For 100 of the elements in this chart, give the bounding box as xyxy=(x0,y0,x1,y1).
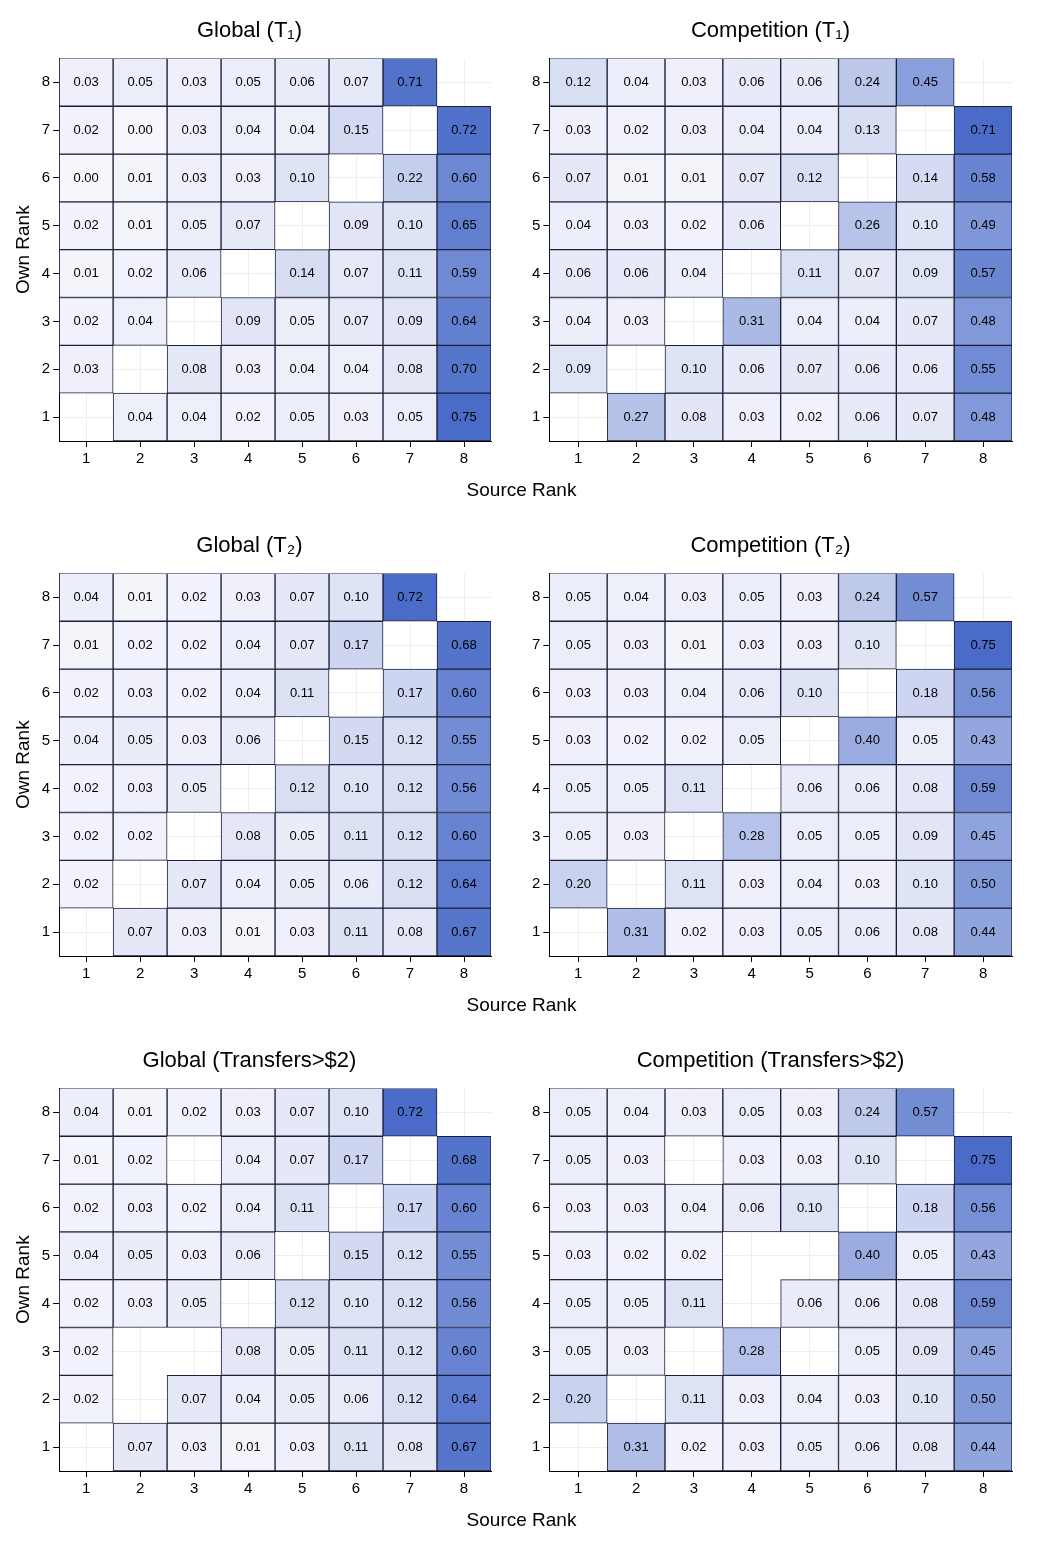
y-tick-label: 7 xyxy=(532,635,541,653)
data-label: 0.03 xyxy=(235,169,261,185)
data-label: 0.04 xyxy=(565,313,591,329)
data-label: 0.10 xyxy=(912,1390,938,1406)
x-tick-label: 7 xyxy=(921,1479,930,1497)
data-label: 0.17 xyxy=(397,684,423,700)
data-label: 0.10 xyxy=(681,360,707,376)
data-label: 0.02 xyxy=(127,828,153,844)
x-tick-label: 1 xyxy=(574,1479,583,1497)
chart-title: Global (T₁) xyxy=(196,17,303,43)
data-label: 0.28 xyxy=(739,828,765,844)
data-label: 0.45 xyxy=(970,828,996,844)
data-label: 0.10 xyxy=(854,636,881,652)
data-label: 0.22 xyxy=(397,169,423,185)
data-label: 0.12 xyxy=(397,828,423,844)
data-label: 0.10 xyxy=(289,169,315,185)
y-axis-title: Own Rank xyxy=(11,719,33,810)
data-label: 0.57 xyxy=(970,265,996,281)
data-label: 0.68 xyxy=(451,1151,477,1167)
data-label: 0.02 xyxy=(73,875,99,891)
x-tick-label: 7 xyxy=(921,964,930,982)
y-tick-label: 3 xyxy=(532,311,541,329)
x-tick-label: 3 xyxy=(189,964,199,982)
x-tick-label: 2 xyxy=(631,449,641,467)
x-tick-label: 2 xyxy=(631,964,641,982)
data-label: 0.06 xyxy=(854,780,881,796)
y-tick-label: 1 xyxy=(532,1437,541,1455)
data-label: 0.03 xyxy=(623,313,649,329)
data-label: 0.59 xyxy=(451,265,477,281)
data-label: 0.03 xyxy=(854,1390,881,1406)
chart-title: Global (T₂) xyxy=(196,532,303,558)
data-label: 0.48 xyxy=(970,408,996,424)
data-label: 0.03 xyxy=(565,1247,591,1263)
data-label: 0.04 xyxy=(796,121,823,137)
data-label: 0.02 xyxy=(181,588,207,604)
x-tick-label: 2 xyxy=(631,1479,641,1497)
data-label: 0.40 xyxy=(854,1247,881,1263)
data-label: 0.04 xyxy=(623,1103,649,1119)
data-label: 0.10 xyxy=(912,875,938,891)
data-label: 0.09 xyxy=(343,217,369,233)
data-label: 0.05 xyxy=(289,313,315,329)
y-tick-label: 4 xyxy=(41,1293,51,1311)
x-tick-label: 7 xyxy=(405,964,415,982)
data-label: 0.03 xyxy=(181,923,207,939)
data-label: 0.03 xyxy=(343,408,369,424)
y-tick-label: 6 xyxy=(532,683,541,701)
data-label: 0.07 xyxy=(235,217,261,233)
data-label: 0.15 xyxy=(343,121,369,137)
x-tick-label: 5 xyxy=(297,964,307,982)
data-label: 0.05 xyxy=(623,780,649,796)
data-label: 0.02 xyxy=(73,1199,99,1215)
data-label: 0.09 xyxy=(397,313,423,329)
data-label: 0.07 xyxy=(912,408,938,424)
data-label: 0.55 xyxy=(970,360,996,376)
data-label: 0.07 xyxy=(343,313,369,329)
data-label: 0.43 xyxy=(970,732,996,748)
y-tick-label: 2 xyxy=(41,1389,51,1407)
data-label: 0.04 xyxy=(623,588,649,604)
data-label: 0.40 xyxy=(854,732,881,748)
data-label: 0.55 xyxy=(451,732,477,748)
data-label: 0.06 xyxy=(289,73,315,89)
data-label: 0.11 xyxy=(289,1199,315,1215)
data-label: 0.04 xyxy=(181,408,207,424)
data-label: 0.01 xyxy=(127,1103,153,1119)
data-label: 0.05 xyxy=(565,828,591,844)
data-label: 0.67 xyxy=(451,923,477,939)
data-label: 0.59 xyxy=(970,1295,996,1311)
data-label: 0.03 xyxy=(796,1151,823,1167)
y-tick-label: 1 xyxy=(41,922,51,940)
data-label: 0.05 xyxy=(565,1151,591,1167)
data-label: 0.07 xyxy=(181,875,207,891)
y-tick-label: 5 xyxy=(532,215,541,233)
x-tick-label: 5 xyxy=(805,964,814,982)
data-label: 0.03 xyxy=(289,1438,315,1454)
data-label: 0.02 xyxy=(235,408,261,424)
y-tick-label: 7 xyxy=(41,120,51,138)
data-label: 0.04 xyxy=(796,1390,823,1406)
data-label: 0.31 xyxy=(623,1438,649,1454)
chart-title: Global (Transfers>$2) xyxy=(142,1047,357,1073)
data-label: 0.04 xyxy=(235,684,261,700)
data-label: 0.11 xyxy=(343,1343,369,1359)
data-label: 0.06 xyxy=(235,1247,261,1263)
data-label: 0.06 xyxy=(739,360,765,376)
y-tick-label: 2 xyxy=(41,359,51,377)
y-tick-label: 2 xyxy=(532,359,541,377)
y-tick-label: 6 xyxy=(41,683,51,701)
data-label: 0.05 xyxy=(739,588,765,604)
data-label: 0.03 xyxy=(127,684,153,700)
data-label: 0.08 xyxy=(912,1295,938,1311)
data-label: 0.08 xyxy=(912,1438,938,1454)
x-tick-label: 6 xyxy=(863,449,872,467)
data-label: 0.26 xyxy=(854,217,881,233)
data-label: 0.01 xyxy=(127,217,153,233)
data-label: 0.03 xyxy=(739,1390,765,1406)
data-label: 0.04 xyxy=(235,636,261,652)
x-tick-label: 7 xyxy=(921,449,930,467)
data-label: 0.09 xyxy=(912,265,938,281)
data-label: 0.57 xyxy=(912,588,938,604)
y-tick-label: 8 xyxy=(41,1102,51,1120)
data-label: 0.07 xyxy=(181,1390,207,1406)
